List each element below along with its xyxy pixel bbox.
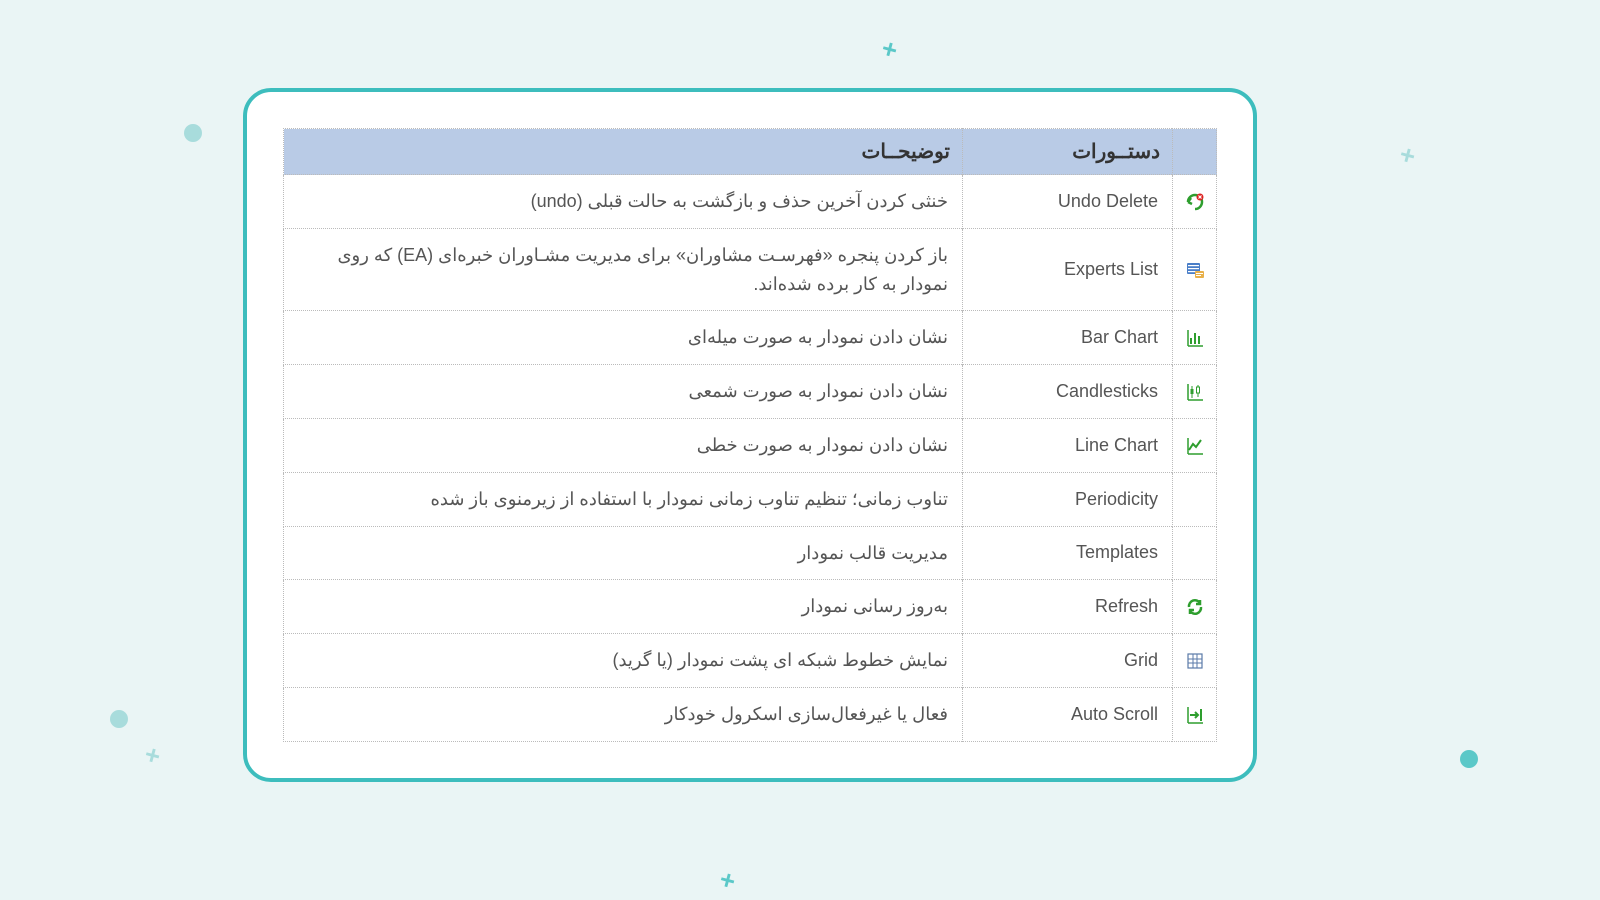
- commands-table: دستــورات توضیحــات Undo Deleteخنثی کردن…: [283, 128, 1217, 742]
- icon-cell: [1173, 228, 1217, 311]
- deco-plus: +: [1396, 139, 1419, 173]
- command-cell: Line Chart: [963, 418, 1173, 472]
- table-row: Candlesticksنشان دادن نمودار به صورت شمع…: [284, 365, 1217, 419]
- command-cell: Experts List: [963, 228, 1173, 311]
- table-row: Refreshبه‌روز رسانی نمودار: [284, 580, 1217, 634]
- reference-card: دستــورات توضیحــات Undo Deleteخنثی کردن…: [243, 88, 1257, 782]
- table-row: Templatesمدیریت قالب نمودار: [284, 526, 1217, 580]
- description-cell: باز کردن پنجره «فهرسـت مشاوران» برای مدی…: [284, 228, 963, 311]
- icon-cell: [1173, 311, 1217, 365]
- icon-cell: [1173, 634, 1217, 688]
- experts-list-icon: [1185, 260, 1205, 280]
- description-cell: فعال یا غیرفعال‌سازی اسکرول خودکار: [284, 687, 963, 741]
- description-cell: خنثی کردن آخرین حذف و بازگشت به حالت قبل…: [284, 175, 963, 229]
- description-cell: نشان دادن نمودار به صورت شمعی: [284, 365, 963, 419]
- command-cell: Grid: [963, 634, 1173, 688]
- deco-plus: +: [141, 739, 164, 773]
- description-cell: به‌روز رسانی نمودار: [284, 580, 963, 634]
- deco-dot: [110, 710, 128, 728]
- command-cell: Periodicity: [963, 472, 1173, 526]
- grid-icon: [1185, 651, 1205, 671]
- command-cell: Candlesticks: [963, 365, 1173, 419]
- deco-plus: +: [716, 864, 739, 898]
- description-cell: مدیریت قالب نمودار: [284, 526, 963, 580]
- deco-dot: [184, 124, 202, 142]
- table-row: Undo Deleteخنثی کردن آخرین حذف و بازگشت …: [284, 175, 1217, 229]
- auto-scroll-icon: [1185, 705, 1205, 725]
- bar-chart-icon: [1185, 328, 1205, 348]
- command-cell: Undo Delete: [963, 175, 1173, 229]
- icon-cell: [1173, 526, 1217, 580]
- icon-cell: [1173, 472, 1217, 526]
- line-chart-icon: [1185, 436, 1205, 456]
- description-cell: نمایش خطوط شبکه ای پشت نمودار (یا گرید): [284, 634, 963, 688]
- table-row: Line Chartنشان دادن نمودار به صورت خطی: [284, 418, 1217, 472]
- table-row: Experts Listباز کردن پنجره «فهرسـت مشاور…: [284, 228, 1217, 311]
- table-row: Bar Chartنشان دادن نمودار به صورت میله‌ا…: [284, 311, 1217, 365]
- description-cell: نشان دادن نمودار به صورت خطی: [284, 418, 963, 472]
- command-cell: Auto Scroll: [963, 687, 1173, 741]
- icon-cell: [1173, 365, 1217, 419]
- icon-cell: [1173, 687, 1217, 741]
- deco-dot: [1460, 750, 1478, 768]
- header-icon: [1173, 129, 1217, 175]
- refresh-icon: [1185, 597, 1205, 617]
- candlesticks-icon: [1185, 382, 1205, 402]
- command-cell: Bar Chart: [963, 311, 1173, 365]
- undo-delete-icon: [1185, 192, 1205, 212]
- deco-plus: +: [878, 33, 901, 67]
- icon-cell: [1173, 580, 1217, 634]
- table-row: Gridنمایش خطوط شبکه ای پشت نمودار (یا گر…: [284, 634, 1217, 688]
- description-cell: تناوب زمانی؛ تنظیم تناوب زمانی نمودار با…: [284, 472, 963, 526]
- command-cell: Refresh: [963, 580, 1173, 634]
- table-header-row: دستــورات توضیحــات: [284, 129, 1217, 175]
- icon-cell: [1173, 418, 1217, 472]
- icon-cell: [1173, 175, 1217, 229]
- command-cell: Templates: [963, 526, 1173, 580]
- description-cell: نشان دادن نمودار به صورت میله‌ای: [284, 311, 963, 365]
- table-row: Auto Scrollفعال یا غیرفعال‌سازی اسکرول خ…: [284, 687, 1217, 741]
- header-description: توضیحــات: [284, 129, 963, 175]
- header-command: دستــورات: [963, 129, 1173, 175]
- table-row: Periodicityتناوب زمانی؛ تنظیم تناوب زمان…: [284, 472, 1217, 526]
